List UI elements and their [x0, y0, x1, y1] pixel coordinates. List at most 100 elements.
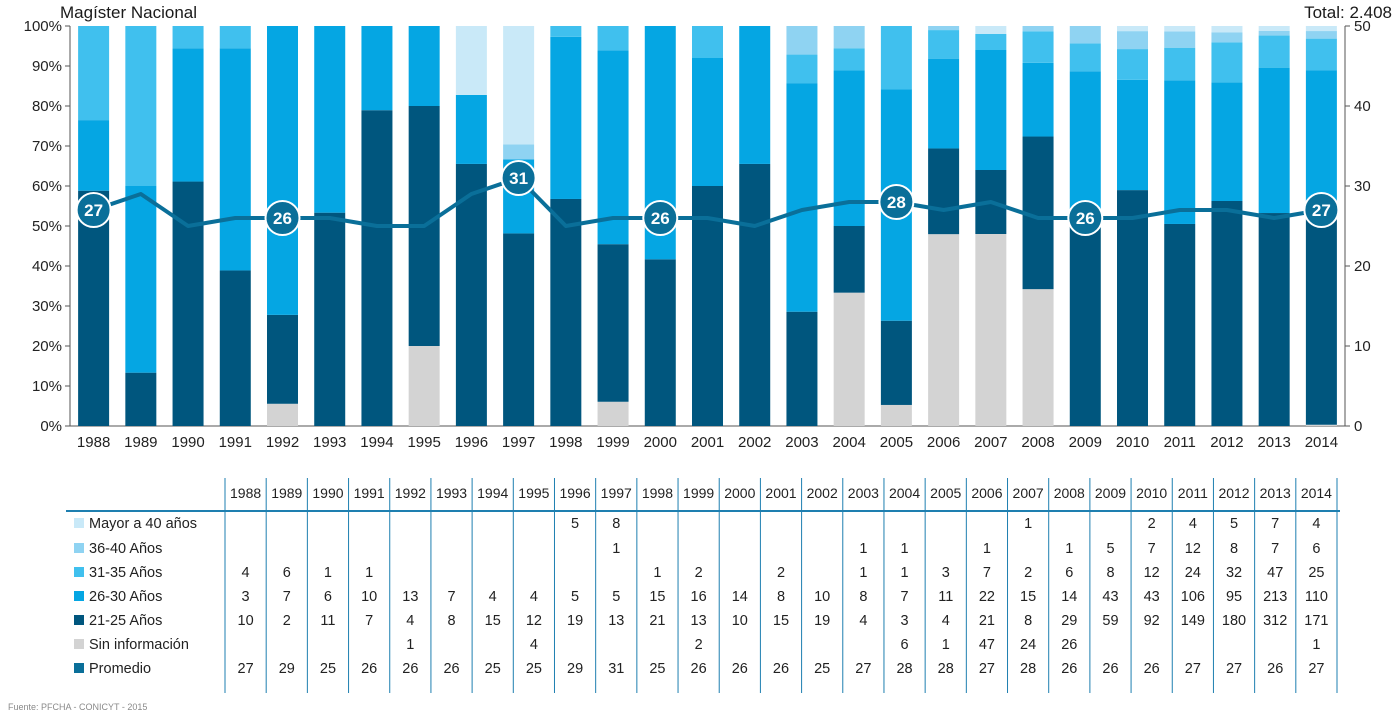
table-cell: 11: [938, 589, 953, 605]
legend-swatch: [74, 518, 84, 528]
x-tick-label: 2009: [1069, 434, 1102, 451]
bar-segment: [786, 83, 818, 312]
table-cell: 4: [530, 589, 538, 605]
promedio-label: 26: [651, 209, 670, 228]
bar-segment: [1022, 26, 1054, 32]
bar-segment: [1117, 190, 1148, 426]
promedio-label: 26: [273, 209, 292, 228]
table-cell: 21: [979, 613, 995, 629]
bar-segment: [1305, 424, 1337, 426]
promedio-marker: [1067, 200, 1104, 236]
table-header-year: 1999: [683, 485, 714, 501]
table-header-year: 2009: [1095, 485, 1126, 501]
table-header-year: 2014: [1301, 485, 1332, 501]
y-left-tick-label: 70%: [32, 138, 62, 155]
bar-segment: [550, 26, 582, 37]
bar-segment: [1305, 208, 1337, 425]
x-tick-label: 2007: [974, 434, 1007, 451]
table-cell: 19: [814, 613, 830, 629]
bar-segment: [267, 314, 298, 404]
bar-segment: [928, 234, 960, 426]
legend-swatch: [74, 543, 84, 553]
table-cell: 25: [526, 661, 542, 677]
table-cell: 26: [1061, 637, 1077, 653]
bar-segment: [975, 34, 1007, 50]
table-cell: 1: [406, 637, 414, 653]
bar-segment: [1164, 47, 1196, 81]
bar-segment: [550, 36, 582, 199]
table-cell: 8: [859, 589, 867, 605]
x-tick-label: 2008: [1021, 434, 1054, 451]
table-header-year: 2008: [1054, 485, 1085, 501]
table-header-year: 1994: [477, 485, 508, 501]
table-header-year: 1996: [559, 485, 590, 501]
bar-segment: [314, 212, 346, 426]
bar-segment: [503, 233, 535, 426]
table-cell: 1: [1065, 541, 1073, 557]
bar-segment: [975, 234, 1007, 426]
y-right-tick-label: 10: [1354, 338, 1371, 355]
promedio-label: 26: [1076, 209, 1095, 228]
table-header-year: 2013: [1260, 485, 1291, 501]
x-tick-label: 2013: [1257, 434, 1290, 451]
table-cell: 19: [567, 613, 583, 629]
table-cell: 1: [1312, 637, 1320, 653]
bar-segment: [1164, 80, 1196, 224]
bar-segment: [833, 26, 865, 49]
bar-segment: [78, 120, 110, 191]
table-cell: 28: [1020, 661, 1036, 677]
table-header-year: 2003: [848, 485, 879, 501]
bar-segment: [78, 190, 110, 426]
table-cell: 1: [983, 541, 991, 557]
table-cell: 8: [447, 613, 455, 629]
table-cell: 4: [242, 565, 250, 581]
table-cell: 1: [1024, 516, 1032, 532]
table-header-year: 2004: [889, 485, 920, 501]
table-header-year: 2006: [971, 485, 1002, 501]
bar-segment: [597, 244, 629, 402]
y-left-tick-label: 80%: [32, 98, 62, 115]
x-tick-label: 1992: [266, 434, 299, 451]
bar-segment: [1258, 26, 1290, 31]
table-cell: 8: [777, 589, 785, 605]
bar-segment: [644, 259, 676, 426]
bar-segment: [1211, 201, 1243, 426]
bar-segment: [361, 26, 393, 111]
y-left-tick-label: 100%: [24, 18, 62, 35]
table-cell: 6: [1065, 565, 1073, 581]
legend-swatch: [74, 639, 84, 649]
bar-segment: [880, 404, 912, 426]
table-cell: 15: [649, 589, 665, 605]
bar-segment: [1164, 31, 1196, 48]
table-cell: 13: [608, 613, 624, 629]
x-tick-label: 1999: [596, 434, 629, 451]
table-cell: 6: [1312, 541, 1320, 557]
table-cell: 180: [1222, 613, 1246, 629]
table-cell: 213: [1263, 589, 1287, 605]
x-tick-label: 2000: [644, 434, 677, 451]
table-cell: 47: [979, 637, 995, 653]
table-cell: 31: [608, 661, 624, 677]
table-cell: 43: [1102, 589, 1118, 605]
table-cell: 110: [1305, 589, 1328, 605]
table-cell: 1: [859, 541, 867, 557]
source-note: Fuente: PFCHA - CONICYT - 2015: [8, 702, 148, 712]
table-cell: 22: [979, 589, 995, 605]
table-cell: 171: [1304, 613, 1328, 629]
bar-segment: [597, 50, 629, 245]
x-tick-label: 2002: [738, 434, 771, 451]
table-cell: 29: [1061, 613, 1077, 629]
promedio-marker: [75, 192, 112, 228]
table-cell: 4: [1189, 516, 1197, 532]
table-cell: 4: [1312, 516, 1320, 532]
bar-segment: [833, 48, 865, 71]
x-tick-label: 2004: [832, 434, 865, 451]
table-row-label: Sin información: [89, 637, 189, 653]
bar-segment: [597, 401, 629, 426]
table-cell: 15: [485, 613, 501, 629]
table-cell: 7: [283, 589, 291, 605]
bar-segment: [1117, 26, 1148, 32]
table-cell: 26: [1061, 661, 1077, 677]
table-cell: 1: [653, 565, 661, 581]
